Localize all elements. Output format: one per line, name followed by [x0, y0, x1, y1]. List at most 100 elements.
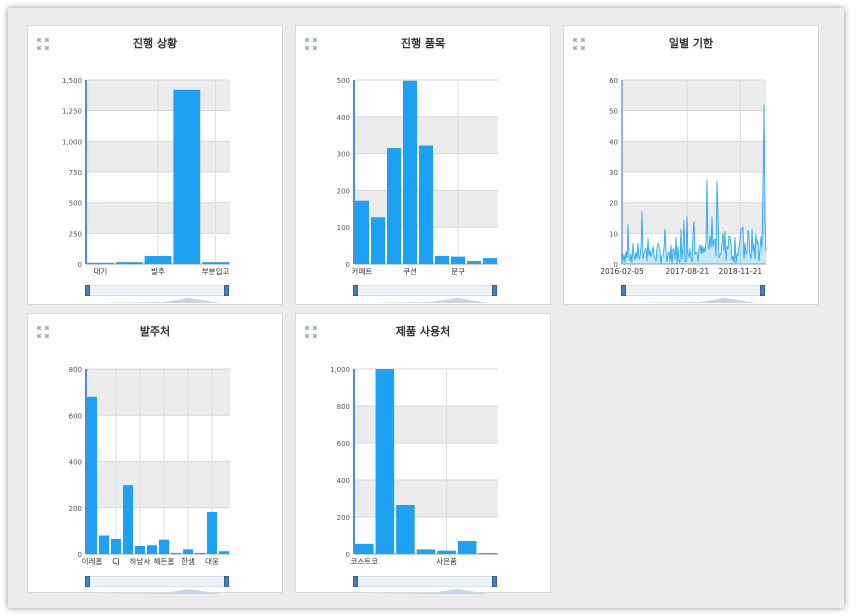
expand-icon[interactable] — [37, 323, 49, 338]
bar — [483, 258, 497, 264]
range-handle-right[interactable] — [492, 285, 497, 296]
range-handle-left[interactable] — [353, 285, 358, 296]
y-tick-label: 100 — [337, 224, 350, 232]
range-scroller[interactable] — [85, 285, 229, 303]
y-tick-label: 0 — [78, 261, 82, 269]
bar — [416, 549, 436, 554]
y-tick-label: 1,500 — [62, 77, 82, 85]
bar — [457, 541, 477, 554]
y-tick-label: 400 — [69, 459, 82, 467]
y-tick-label: 1,000 — [62, 138, 82, 146]
bar — [419, 145, 433, 264]
y-tick-label: 60 — [609, 77, 618, 85]
y-tick-label: 20 — [609, 200, 618, 208]
y-tick-label: 400 — [337, 114, 350, 122]
range-handle-left[interactable] — [353, 576, 358, 587]
x-tick-label: CJ — [112, 557, 119, 566]
bar — [478, 553, 497, 554]
bar — [371, 217, 385, 264]
range-preview — [93, 288, 221, 303]
dashboard-frame: 진행 상황 0 250 500 750 1,000 1,250 1,500 대기 발주 부분입고 … — [8, 8, 844, 608]
grid-band — [622, 141, 766, 172]
bar — [87, 396, 97, 554]
range-handle-right[interactable] — [224, 576, 229, 587]
expand-icon[interactable] — [37, 35, 49, 50]
bar — [467, 261, 481, 264]
chart-title: 진행 품목 — [400, 37, 446, 50]
x-tick-label: 대기 — [93, 267, 107, 276]
bar — [355, 543, 374, 554]
x-tick-label: 2016-02-05 — [600, 267, 644, 276]
y-tick-label: 600 — [337, 440, 350, 448]
bar — [99, 535, 109, 554]
bar — [115, 262, 143, 264]
bar — [111, 538, 121, 554]
bar — [403, 80, 417, 265]
y-tick-label: 250 — [69, 230, 82, 238]
chart-card-status: 진행 상황 0 250 500 750 1,000 1,250 1,500 대기 발주 부분입고 — [27, 25, 283, 305]
y-tick-label: 500 — [69, 200, 82, 208]
expand-icon[interactable] — [573, 35, 585, 50]
y-tick-label: 30 — [609, 169, 618, 177]
bar — [387, 148, 401, 264]
range-preview — [361, 288, 489, 303]
range-handle-left[interactable] — [621, 285, 626, 296]
bar — [195, 552, 205, 554]
grid-band — [622, 80, 766, 111]
bar — [355, 200, 369, 264]
chart-vendor: 0 200 400 600 800 이레홈 CJ 하남사 해든홈 한샘 대웅 — [69, 366, 230, 566]
range-handle-left[interactable] — [85, 576, 90, 587]
grid-band — [86, 461, 230, 508]
y-tick-label: 200 — [69, 505, 82, 513]
bar — [135, 545, 145, 554]
y-tick-label: 500 — [337, 77, 350, 85]
range-scroller[interactable] — [353, 576, 497, 594]
chart-title: 일별 기한 — [668, 37, 714, 50]
x-tick-label: 이레홈 — [82, 556, 103, 566]
range-scroller[interactable] — [85, 576, 229, 594]
chart-daily: 0 10 20 30 40 50 60 2016-02-05 2017-08-21 2018-11… — [600, 77, 767, 276]
x-tick-label: 문구 — [451, 267, 465, 276]
x-tick-label: 부분입고 — [202, 267, 230, 276]
range-scroller[interactable] — [621, 285, 765, 303]
bar — [375, 369, 395, 554]
y-tick-label: 800 — [69, 366, 82, 374]
range-preview — [629, 288, 757, 303]
range-scroller[interactable] — [353, 285, 497, 303]
range-preview — [361, 579, 489, 594]
chart-title: 제품 사용처 — [395, 325, 451, 338]
y-tick-label: 0 — [346, 551, 350, 559]
y-tick-label: 0 — [78, 551, 82, 559]
bar — [219, 551, 229, 554]
chart-items: 0 100 200 300 400 500 카페트 쿠션 문구 — [337, 77, 498, 276]
chart-user: 0 200 400 600 800 1,000 코스트코 사은품 — [330, 366, 498, 566]
bar — [396, 504, 415, 554]
chart-title: 진행 상황 — [132, 37, 178, 50]
chart-card-items: 진행 품목 0 100 200 300 400 500 카페트 쿠션 문구 — [295, 25, 551, 305]
y-tick-label: 400 — [337, 477, 350, 485]
range-handle-right[interactable] — [760, 285, 765, 296]
chart-title: 발주처 — [139, 325, 171, 338]
range-preview — [93, 579, 221, 594]
range-handle-left[interactable] — [85, 285, 90, 296]
bar — [123, 485, 133, 554]
bar — [435, 255, 449, 264]
area-fill — [622, 104, 766, 264]
y-tick-label: 1,000 — [330, 366, 350, 374]
bar — [207, 511, 217, 554]
expand-icon[interactable] — [305, 35, 317, 50]
bar — [159, 539, 169, 554]
x-tick-label: 카페트 — [352, 266, 373, 276]
y-tick-label: 50 — [609, 108, 618, 116]
y-tick-label: 10 — [609, 230, 618, 238]
chart-card-user: 제품 사용처 0 200 400 600 800 1,000 코스트코 사은품 — [295, 313, 551, 594]
bar — [437, 550, 456, 554]
expand-icon[interactable] — [305, 323, 317, 338]
range-handle-right[interactable] — [492, 576, 497, 587]
grid-band — [86, 369, 230, 416]
x-tick-label: 사은품 — [436, 557, 457, 566]
y-tick-label: 800 — [337, 403, 350, 411]
chart-status: 0 250 500 750 1,000 1,250 1,500 대기 발주 부분입고 — [62, 77, 230, 276]
range-handle-right[interactable] — [224, 285, 229, 296]
x-tick-label: 발주 — [151, 267, 165, 276]
